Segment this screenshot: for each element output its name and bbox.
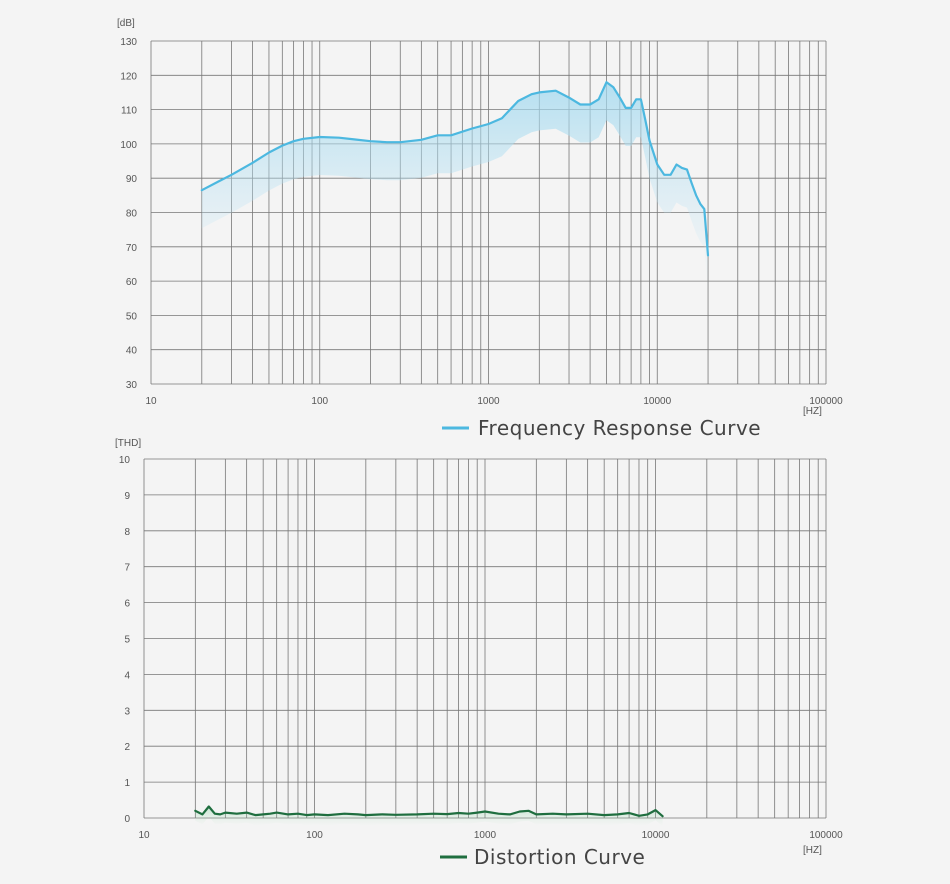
y-tick-label: 4 [124,670,130,681]
y-tick-label: 120 [120,71,137,82]
y-tick-label: 8 [124,527,130,538]
frequency-response-lines [200,81,710,257]
y-tick-label: 100 [120,140,137,151]
series-area-fill [201,82,709,294]
y-tick-label: 9 [124,491,130,502]
frequency-response-grid [150,40,827,385]
x-tick-label: 100 [311,396,328,407]
distortion-x-unit: [HZ] [803,845,822,856]
frequency-response-x-unit: [HZ] [803,406,822,417]
x-tick-label: 10000 [642,830,670,841]
y-tick-label: 90 [126,174,138,185]
y-tick-label: 2 [124,742,130,753]
frequency-response-x-ticks: 10 100 1000 10000 100000 [145,396,843,407]
y-tick-label: 1 [124,778,130,789]
y-tick-label: 40 [126,346,138,357]
series-line [200,81,710,257]
distortion-grid [143,458,827,819]
distortion-lines [194,805,664,818]
x-tick-label: 10 [138,830,150,841]
x-tick-label: 1000 [474,830,497,841]
distortion-x-ticks: 10 100 1000 10000 100000 [138,830,843,841]
y-tick-label: 60 [126,277,138,288]
frequency-response-legend: Frequency Response Curve [442,416,761,440]
y-tick-label: 50 [126,311,138,322]
x-tick-label: 100 [306,830,323,841]
frequency-response-y-unit: [dB] [117,18,135,29]
frequency-response-chart: 30 40 50 60 70 80 90 100 110 120 130 10 100 1000 1000… [117,18,843,440]
series-area-fill [195,806,663,827]
frequency-response-fill [201,82,709,294]
y-tick-label: 3 [124,706,130,717]
frequency-response-y-ticks: 30 40 50 60 70 80 90 100 110 120 130 [120,37,137,391]
y-tick-label: 30 [126,380,138,391]
x-tick-label: 10000 [643,396,671,407]
distortion-fill [195,806,663,827]
y-tick-label: 70 [126,243,138,254]
y-tick-label: 110 [121,106,137,117]
y-tick-label: 6 [124,599,130,610]
distortion-y-unit: [THD] [115,438,141,449]
x-tick-label: 100000 [809,396,843,407]
distortion-y-ticks: 0 1 2 3 4 5 6 7 8 9 10 [119,455,131,825]
x-tick-label: 100000 [809,830,843,841]
frequency-response-legend-label: Frequency Response Curve [478,416,761,440]
y-tick-label: 5 [124,635,130,646]
x-tick-label: 1000 [477,396,500,407]
y-tick-label: 7 [124,563,130,574]
series-line [194,805,664,818]
distortion-legend: Distortion Curve [440,845,645,869]
x-tick-label: 10 [145,396,157,407]
y-tick-label: 80 [126,209,138,220]
distortion-legend-label: Distortion Curve [474,845,645,869]
y-tick-label: 0 [124,814,130,825]
y-tick-label: 130 [120,37,137,48]
y-tick-label: 10 [119,455,131,466]
